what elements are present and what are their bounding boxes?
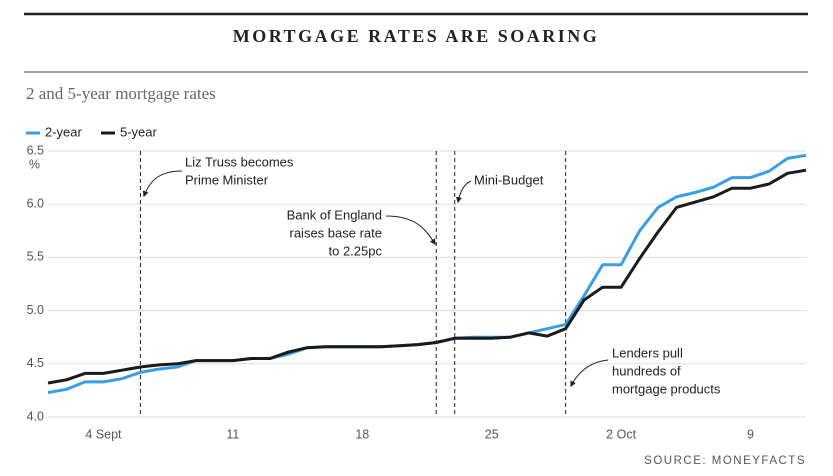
x-tick-label: 25 (485, 427, 499, 441)
source: SOURCE: MONEYFACTS (644, 455, 806, 467)
annotation-text: raises base rate (290, 225, 383, 240)
y-tick-label: 5.0 (27, 303, 44, 317)
annotation-arrow (142, 170, 183, 198)
annotation-text: to 2.25pc (329, 243, 383, 258)
legend-label: 5-year (120, 124, 158, 139)
x-tick-label: 11 (226, 427, 239, 441)
annotation-text: Prime Minister (185, 172, 269, 187)
annotation-text: hundreds of (612, 363, 681, 378)
y-tick-label: 6.0 (27, 196, 44, 210)
annotation-text: mortgage products (612, 381, 721, 396)
x-tick-label: 9 (747, 427, 754, 441)
y-tick-label: 5.5 (27, 250, 44, 264)
annotation-text: Lenders pull (612, 345, 683, 360)
annotation-arrow (570, 359, 609, 388)
annotation-text: Liz Truss becomes (185, 154, 294, 169)
y-tick-label: 4.5 (27, 356, 44, 370)
legend-label: 2-year (45, 124, 83, 139)
y-unit: % (29, 157, 40, 171)
annotation-arrow (456, 180, 472, 204)
chart-subtitle: 2 and 5-year mortgage rates (26, 84, 216, 103)
annotation-text: Mini-Budget (474, 172, 544, 187)
x-tick-label: 18 (355, 427, 369, 441)
x-tick-label: 4 Sept (85, 427, 122, 441)
annotation-arrow (385, 215, 436, 246)
x-tick-label: 2 Oct (606, 427, 636, 441)
series-line (47, 153, 807, 394)
annotation-text: Bank of England (287, 207, 382, 222)
series-line (47, 168, 807, 385)
y-tick-label: 4.0 (27, 409, 44, 423)
chart-title: MORTGAGE RATES ARE SOARING (233, 26, 600, 46)
y-tick-label: 6.5 (27, 143, 44, 157)
